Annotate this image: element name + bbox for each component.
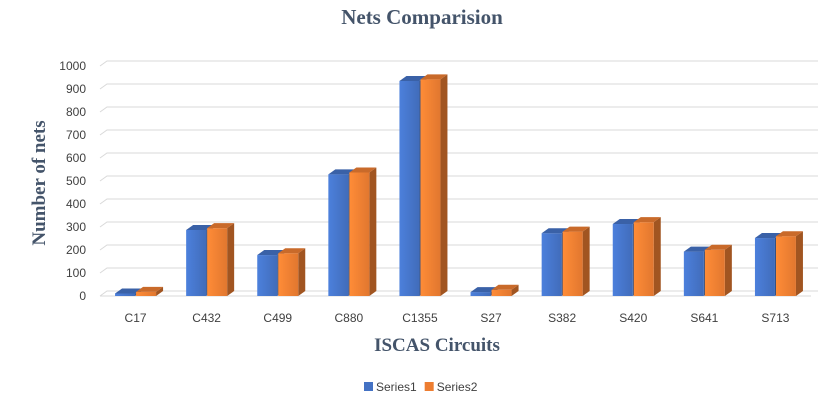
x-tick-label: S420 <box>619 311 647 325</box>
legend-label: Series1 <box>376 380 417 394</box>
y-tick-label: 700 <box>66 128 86 142</box>
x-tick-label: C880 <box>335 311 364 325</box>
bar-series2-s382 <box>562 226 590 296</box>
y-tick-label: 1000 <box>59 59 86 73</box>
y-tick-label: 400 <box>66 197 86 211</box>
bar-series2-s641 <box>704 244 732 296</box>
y-tick-label: 600 <box>66 151 86 165</box>
bar-series2-s27 <box>491 284 519 296</box>
legend-swatch <box>424 382 434 391</box>
x-tick-label: C1355 <box>402 311 438 325</box>
gridline <box>99 60 818 67</box>
bar-series2-c499 <box>278 248 306 296</box>
y-tick-label: 100 <box>66 266 86 280</box>
y-tick-label: 200 <box>66 243 86 257</box>
y-tick-label: 0 <box>79 289 86 303</box>
x-axis-title: ISCAS Circuits <box>374 335 500 356</box>
x-tick-label: C17 <box>125 311 147 325</box>
bars <box>115 74 803 296</box>
y-tick-label: 800 <box>66 105 86 119</box>
legend-label: Series2 <box>437 380 478 394</box>
bar-series2-s713 <box>775 231 803 296</box>
y-axis-title: Number of nets <box>29 120 50 245</box>
gridline <box>99 198 818 205</box>
gridline <box>99 106 818 113</box>
legend-item: Series1 <box>364 380 417 394</box>
gridline <box>99 175 818 182</box>
y-tick-label: 900 <box>66 82 86 96</box>
bar-series2-c17 <box>136 286 164 296</box>
gridline <box>99 152 818 159</box>
x-tick-label: S27 <box>480 311 502 325</box>
gridline <box>99 221 818 228</box>
bar-series2-c432 <box>207 223 235 296</box>
x-tick-label: S713 <box>761 311 789 325</box>
bar-series2-c1355 <box>420 74 448 296</box>
y-tick-label: 500 <box>66 174 86 188</box>
x-tick-label: C499 <box>263 311 292 325</box>
y-axis-ticks: 0 100 200 300 400 500 600 700 800 900 1000 <box>59 59 86 303</box>
y-tick-label: 300 <box>66 220 86 234</box>
bar-series2-c880 <box>349 167 377 296</box>
x-axis-ticks: C17 C432 C499 C880 C1355 S27 S382 S420 S641 S713 <box>125 311 790 325</box>
x-tick-label: S641 <box>690 311 718 325</box>
legend-item: Series2 <box>424 380 478 394</box>
x-tick-label: C432 <box>192 311 221 325</box>
bar-series2-s420 <box>633 217 661 296</box>
legend: Series1 Series2 <box>364 380 478 394</box>
gridline <box>99 83 818 90</box>
legend-swatch <box>364 382 373 391</box>
x-tick-label: S382 <box>548 311 576 325</box>
gridline <box>99 129 818 136</box>
chart-title: Nets Comparision <box>341 5 503 29</box>
